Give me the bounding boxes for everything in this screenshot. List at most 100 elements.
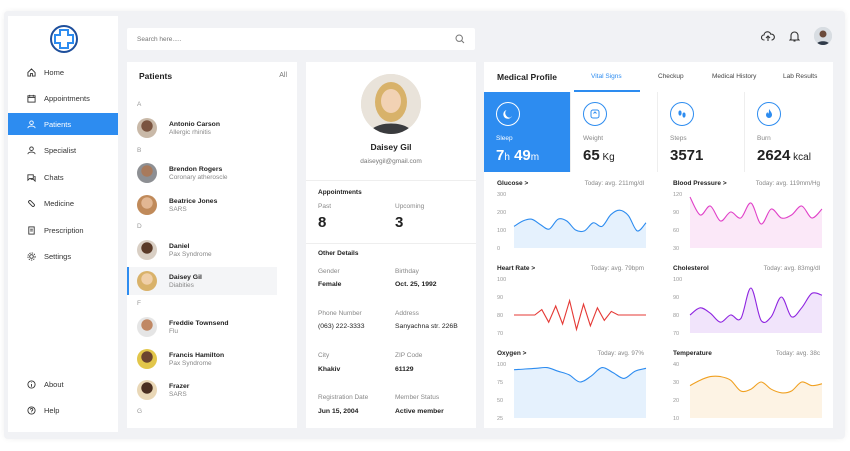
series-line — [514, 298, 646, 332]
sidebar-item-label: Help — [44, 405, 60, 415]
sidebar-item-prescription[interactable]: Prescription — [8, 219, 118, 241]
list-item-selected[interactable]: Daisey Gil Diabities — [127, 267, 277, 295]
city-value: Khakiv — [318, 366, 341, 373]
phone-value: (063) 222-3333 — [318, 323, 365, 330]
cholesterol-chart[interactable]: Cholesterol Today: avg. 83mg/dl 100 90 80 7… — [660, 263, 830, 348]
y-tick-label: 80 — [673, 313, 679, 319]
cloud-upload-icon[interactable] — [761, 30, 775, 42]
patients-all-filter[interactable]: All — [279, 72, 287, 79]
scale-icon — [583, 102, 607, 126]
past-count: 8 — [318, 214, 327, 231]
patient-diagnosis: Diabities — [169, 281, 194, 289]
user-avatar-icon — [814, 27, 832, 45]
patient-name: Brendon Rogers — [169, 165, 223, 173]
chart-subtitle: Today: avg. 119mm/Hg — [755, 180, 820, 187]
list-item[interactable]: Frazer SARS — [127, 376, 277, 404]
y-tick-label: 30 — [673, 380, 679, 386]
list-item[interactable]: Antonio Carson Allergic rhinitis — [127, 114, 277, 142]
blood-pressure-chart[interactable]: Blood Pressure > Today: avg. 119mm/Hg 12… — [660, 178, 830, 263]
heart-rate-chart[interactable]: Heart Rate > Today: avg. 79bpm 100 90 80 70 — [484, 263, 654, 348]
vital-card-burn[interactable]: Burn 2624 kcal — [745, 92, 832, 172]
profile-email: daiseygil@gmail.com — [360, 158, 422, 165]
y-tick-label: 70 — [673, 331, 679, 337]
specialist-icon — [26, 145, 36, 155]
vital-label: Sleep — [496, 135, 513, 142]
cholesterol-plot: 100 90 80 70 — [673, 277, 823, 337]
series-line — [513, 209, 647, 233]
sidebar-item-label: Patients — [44, 119, 72, 129]
gender-value: Female — [318, 281, 342, 288]
sidebar-item-appointments[interactable]: Appointments — [8, 87, 118, 109]
vital-card-weight[interactable]: Weight 65 Kg — [571, 92, 658, 172]
divider — [306, 180, 476, 181]
sidebar-item-help[interactable]: Help — [8, 399, 118, 421]
sidebar-item-label: Settings — [44, 251, 72, 261]
tab-medical-history[interactable]: Medical History — [712, 73, 757, 80]
list-item[interactable]: Francis Hamilton Pax Syndrome — [127, 345, 277, 373]
sidebar-item-patients[interactable]: Patients — [8, 113, 118, 135]
oxygen-chart[interactable]: Oxygen > Today: avg. 97% 100 75 50 25 — [484, 348, 654, 433]
letter-divider: F — [137, 300, 141, 307]
glucose-chart[interactable]: Glucose > Today: avg. 211mg/dl 300 200 100… — [484, 178, 654, 263]
sidebar-item-home[interactable]: Home — [8, 61, 118, 83]
temperature-chart[interactable]: Temperature Today: avg. 38c 40 30 20 10 — [660, 348, 830, 433]
y-tick-label: 70 — [497, 331, 503, 337]
patient-diagnosis: Allergic rhinitis — [169, 128, 211, 136]
sidebar-item-chats[interactable]: Chats — [8, 166, 118, 188]
sidebar-item-label: Medicine — [44, 198, 75, 208]
y-tick-label: 25 — [497, 416, 503, 422]
upcoming-count: 3 — [395, 214, 404, 231]
divider — [306, 243, 476, 244]
patient-name: Antonio Carson — [169, 120, 220, 128]
vital-card-sleep[interactable]: Sleep 7h 49m — [484, 92, 571, 172]
list-item[interactable]: Freddie Townsend Flu — [127, 313, 277, 341]
sidebar-item-medicine[interactable]: Medicine — [8, 192, 118, 214]
patient-avatar — [137, 349, 157, 369]
tab-checkup[interactable]: Checkup — [658, 73, 684, 80]
y-tick-label: 60 — [673, 228, 679, 234]
member-status-label: Member Status — [395, 394, 440, 401]
y-tick-label: 50 — [497, 398, 503, 404]
vital-label: Weight — [583, 135, 604, 142]
patient-name: Daisey Gil — [169, 273, 202, 281]
chart-subtitle: Today: avg. 38c — [775, 350, 820, 357]
tab-lab-results[interactable]: Lab Results — [783, 73, 818, 80]
logo-icon — [50, 25, 78, 53]
help-icon — [26, 405, 36, 415]
heart-rate-plot: 100 90 80 70 — [497, 277, 646, 337]
chart-title: Cholesterol — [673, 265, 709, 272]
chart-title: Temperature — [673, 350, 712, 357]
patient-diagnosis: Pax Syndrome — [169, 250, 212, 258]
chart-subtitle: Today: avg. 79bpm — [590, 265, 644, 272]
sidebar-item-settings[interactable]: Settings — [8, 245, 118, 267]
search-icon[interactable] — [455, 34, 465, 44]
sidebar-item-about[interactable]: About — [8, 373, 118, 395]
phone-label: Phone Number — [318, 310, 362, 317]
birthday-value: Oct. 25, 1992 — [395, 281, 437, 288]
vital-card-steps[interactable]: Steps 3571 — [658, 92, 745, 172]
list-item[interactable]: Brendon Rogers Coronary atheroscle — [127, 159, 277, 187]
oxygen-plot: 100 75 50 25 — [497, 362, 647, 422]
chart-title: Oxygen > — [497, 350, 527, 357]
search-bar — [127, 28, 475, 50]
bell-icon[interactable] — [789, 30, 800, 42]
search-input[interactable] — [137, 35, 437, 43]
chat-icon — [26, 172, 36, 182]
patient-diagnosis: Flu — [169, 327, 179, 335]
series-area — [514, 367, 646, 418]
sidebar-item-label: Specialist — [44, 145, 77, 155]
letter-divider: D — [137, 223, 142, 230]
y-tick-label: 20 — [673, 398, 679, 404]
patient-avatar — [137, 271, 157, 291]
list-item[interactable]: Daniel Pax Syndrome — [127, 236, 277, 264]
footsteps-icon — [670, 102, 694, 126]
avatar[interactable] — [814, 27, 832, 45]
sidebar-item-specialist[interactable]: Specialist — [8, 139, 118, 161]
tab-vital-signs[interactable]: Vital Signs — [591, 73, 622, 80]
sidebar-item-label: Appointments — [44, 93, 90, 103]
chart-title: Heart Rate > — [497, 265, 536, 272]
patient-profile-card: Daisey Gil daiseygil@gmail.com Appointme… — [306, 62, 476, 428]
list-item[interactable]: Beatrice Jones SARS — [127, 191, 277, 219]
patient-diagnosis: Coronary atheroscle — [169, 173, 228, 181]
y-tick-label: 40 — [673, 362, 679, 368]
